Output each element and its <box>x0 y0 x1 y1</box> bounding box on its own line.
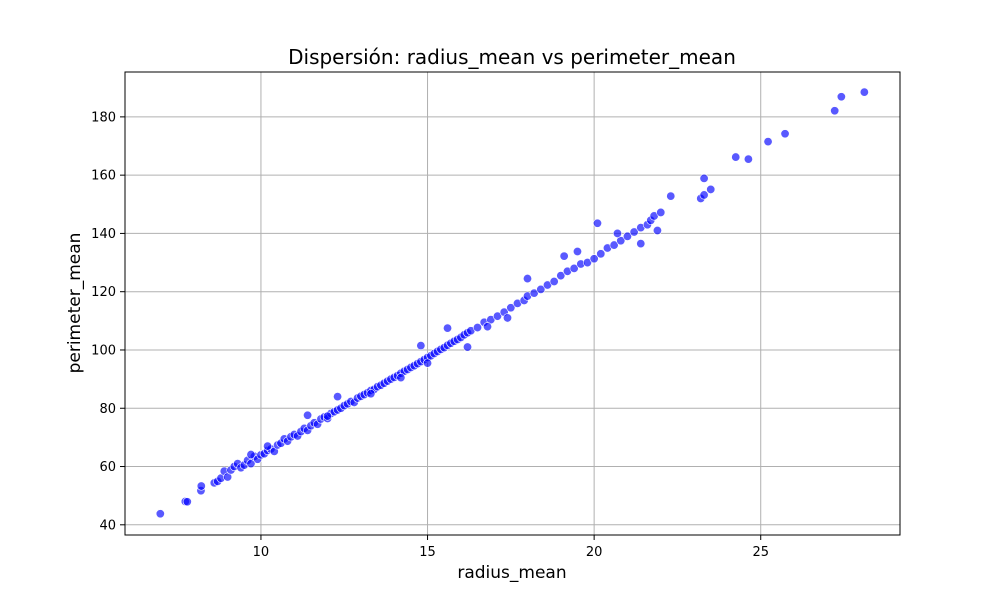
data-point <box>616 236 626 246</box>
data-point <box>731 152 741 162</box>
data-point <box>596 249 606 259</box>
data-point <box>609 240 619 250</box>
plot-frame <box>124 71 901 536</box>
data-point <box>612 228 622 238</box>
data-point <box>592 218 602 228</box>
data-point <box>493 311 503 321</box>
data-point <box>652 226 662 236</box>
data-point <box>572 246 582 256</box>
data-point <box>473 323 483 333</box>
y-tick-label: 80 <box>99 402 116 417</box>
y-tick-label: 40 <box>99 518 116 533</box>
data-point <box>582 258 592 268</box>
y-tick-label: 120 <box>91 285 116 300</box>
x-tick-label: 10 <box>253 545 270 560</box>
data-point <box>483 322 493 332</box>
data-point <box>155 509 165 519</box>
data-point <box>699 173 709 183</box>
y-tick-label: 100 <box>91 343 116 358</box>
data-point <box>323 411 333 421</box>
data-point <box>763 137 773 147</box>
data-point <box>780 129 790 139</box>
data-point <box>463 342 473 352</box>
data-point <box>656 207 666 217</box>
data-point <box>246 450 256 460</box>
data-point <box>522 274 532 284</box>
data-point <box>246 459 256 469</box>
data-point <box>196 481 206 491</box>
data-point <box>549 277 559 287</box>
data-point <box>559 251 569 261</box>
data-point <box>743 154 753 164</box>
data-point <box>830 106 840 116</box>
data-point <box>423 358 433 368</box>
data-point <box>416 341 426 351</box>
data-point <box>536 284 546 294</box>
data-point <box>263 441 273 451</box>
y-axis-ticks: 40 60 80 100 120 140 160 180 <box>91 110 125 533</box>
x-axis-label: radius_mean <box>457 563 566 583</box>
x-tick-label: 25 <box>752 545 769 560</box>
data-point <box>589 254 599 264</box>
y-tick-label: 140 <box>91 227 116 242</box>
data-point <box>629 227 639 237</box>
data-point <box>569 263 579 273</box>
y-axis-label: perimeter_mean <box>65 233 85 374</box>
data-point <box>699 190 709 200</box>
data-point <box>636 239 646 249</box>
data-point <box>622 231 632 241</box>
data-point <box>182 497 192 507</box>
data-point <box>666 191 676 201</box>
data-point <box>366 389 376 399</box>
data-point <box>333 392 343 402</box>
data-point <box>396 373 406 383</box>
data-point <box>503 313 513 323</box>
y-tick-label: 60 <box>99 460 116 475</box>
data-point <box>836 92 846 102</box>
data-point <box>529 288 539 298</box>
data-point <box>506 303 516 313</box>
chart-title: Dispersión: radius_mean vs perimeter_mea… <box>288 45 736 69</box>
data-point <box>706 184 716 194</box>
data-points <box>155 87 869 519</box>
data-point <box>859 87 869 97</box>
data-point <box>303 410 313 420</box>
x-tick-label: 20 <box>586 545 603 560</box>
data-point <box>443 323 453 333</box>
data-point <box>556 271 566 281</box>
y-tick-label: 180 <box>91 110 116 125</box>
y-tick-label: 160 <box>91 169 116 184</box>
x-axis-ticks: 10 15 20 25 <box>253 535 769 560</box>
x-tick-label: 15 <box>419 545 436 560</box>
